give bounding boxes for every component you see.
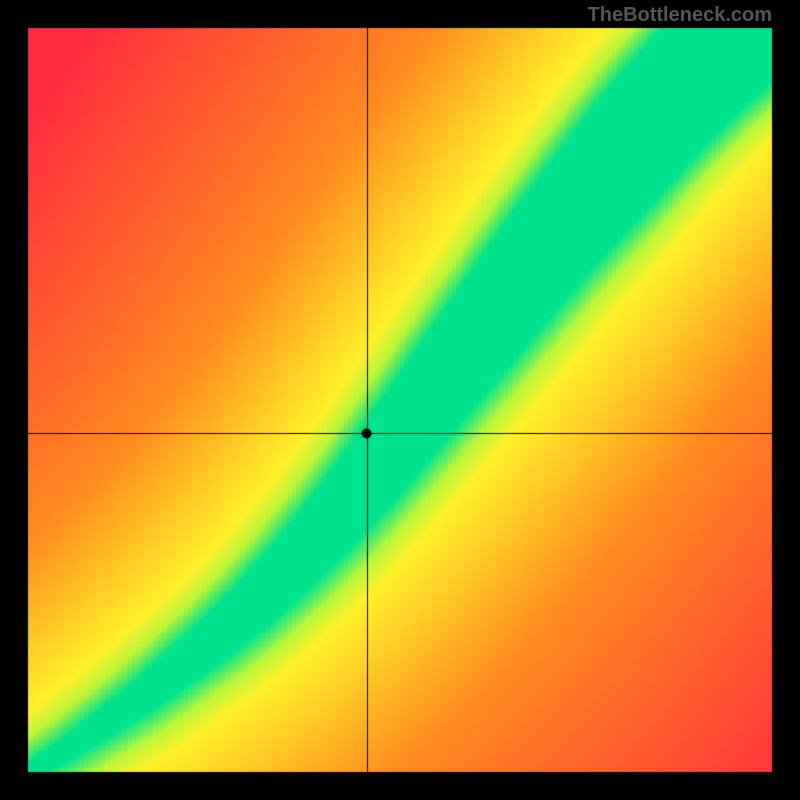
chart-container: TheBottleneck.com	[0, 0, 800, 800]
watermark-text: TheBottleneck.com	[588, 4, 772, 27]
bottleneck-heatmap	[0, 0, 800, 800]
